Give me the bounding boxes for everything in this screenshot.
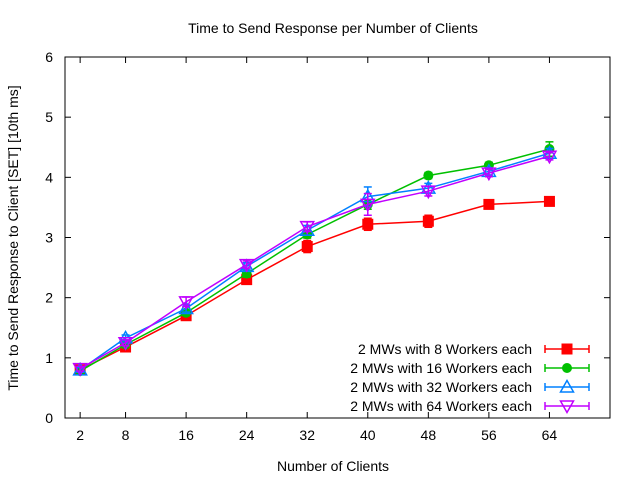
y-tick-label: 0	[45, 410, 53, 426]
data-point	[117, 337, 134, 351]
data-point	[359, 198, 376, 213]
data-point	[299, 220, 316, 235]
data-point	[423, 170, 434, 181]
y-tick-label: 5	[45, 109, 53, 125]
x-tick-label: 40	[360, 427, 376, 443]
x-tick-label: 48	[421, 427, 437, 443]
data-point	[541, 150, 558, 165]
legend-label: 2 MWs with 8 Workers each	[358, 341, 532, 357]
data-point	[420, 185, 437, 200]
data-point	[301, 241, 313, 253]
legend-marker	[559, 378, 575, 393]
y-axis-label: Time to Send Response to Client [SET] [1…	[5, 85, 21, 390]
data-point	[543, 195, 555, 207]
y-tick-label: 3	[45, 230, 53, 246]
legend-label: 2 MWs with 16 Workers each	[350, 360, 532, 376]
x-tick-label: 16	[178, 427, 194, 443]
series-4	[72, 150, 558, 377]
data-point	[362, 218, 374, 230]
chart-title: Time to Send Response per Number of Clie…	[188, 20, 478, 36]
legend: 2 MWs with 8 Workers each 2 MWs with 16 W…	[350, 341, 590, 415]
data-point	[481, 167, 497, 182]
data-point	[72, 362, 88, 377]
x-tick-label: 32	[299, 427, 315, 443]
data-point	[483, 198, 495, 210]
legend-marker	[561, 343, 573, 355]
x-tick-label: 64	[542, 427, 558, 443]
y-tick-label: 6	[45, 49, 53, 65]
data-point	[422, 215, 434, 227]
y-tick-label: 2	[45, 290, 53, 306]
x-tick-label: 8	[122, 427, 130, 443]
legend-label: 2 MWs with 64 Workers each	[350, 398, 532, 414]
data-point	[238, 258, 255, 273]
series-line	[79, 155, 550, 370]
legend-marker	[559, 400, 575, 415]
data-point	[241, 274, 253, 286]
series-line	[79, 148, 550, 372]
x-tick-label: 24	[239, 427, 255, 443]
x-axis-label: Number of Clients	[277, 458, 389, 474]
data-point	[178, 300, 194, 315]
x-tick-label: 56	[481, 427, 497, 443]
y-tick-label: 4	[45, 169, 53, 185]
series-layer	[72, 141, 558, 377]
y-tick-label: 1	[45, 350, 53, 366]
data-point	[178, 296, 194, 310]
x-tick-label: 2	[76, 427, 84, 443]
legend-label: 2 MWs with 32 Workers each	[350, 379, 532, 395]
legend-marker	[562, 363, 572, 373]
series-line	[79, 152, 550, 371]
